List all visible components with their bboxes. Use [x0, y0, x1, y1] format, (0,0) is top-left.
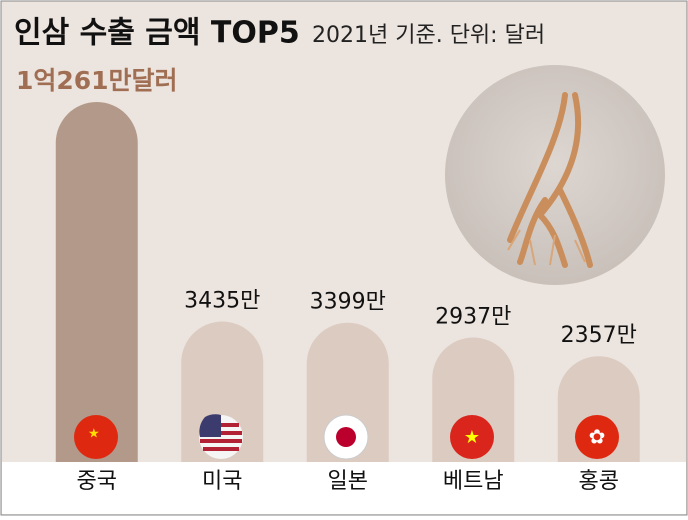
- label-strip: [2, 462, 686, 514]
- x-tick-label: 베트남: [443, 469, 504, 494]
- x-tick-label: 일본: [328, 469, 368, 494]
- svg-text:★: ★: [464, 427, 480, 448]
- value-label: 2357만: [561, 323, 637, 348]
- flag-vietnam: ★: [450, 415, 494, 459]
- bar: [55, 101, 138, 462]
- value-label: 3435만: [184, 289, 260, 314]
- svg-text:✿: ✿: [589, 425, 606, 449]
- ginseng-photo: [445, 65, 665, 285]
- chart-title: 인삼 수출 금액 TOP5: [14, 16, 300, 51]
- value-label: 2937만: [435, 305, 511, 330]
- flag-hongkong: ✿: [575, 415, 619, 459]
- flag-china: ★: [74, 415, 118, 459]
- value-label: 3399만: [310, 290, 386, 315]
- chart-subtitle: 2021년 기준. 단위: 달러: [312, 23, 545, 48]
- x-tick-label: 중국: [77, 469, 117, 494]
- flags: ★ ★ ✿: [74, 414, 619, 460]
- x-tick-label: 홍콩: [579, 469, 619, 494]
- flag-japan: [323, 414, 369, 460]
- value-label: 1억261만달러: [16, 66, 178, 95]
- x-tick-label: 미국: [202, 469, 242, 494]
- svg-text:★: ★: [88, 427, 100, 442]
- flag-usa: [199, 414, 243, 459]
